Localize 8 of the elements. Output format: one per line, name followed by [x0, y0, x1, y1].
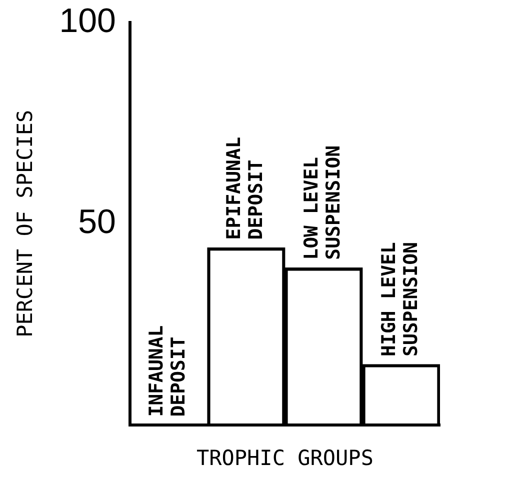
- x-tick-label: INFAUNAL DEPOSIT: [146, 325, 190, 417]
- y-tick-label: 100: [59, 2, 116, 40]
- x-axis-title: TROPHIC GROUPS: [196, 446, 374, 470]
- x-tick-label: EPIFAUNAL DEPOSIT: [223, 136, 268, 240]
- x-tick-label: HIGH LEVEL SUSPENSION: [378, 242, 422, 356]
- x-tick-label: LOW LEVEL SUSPENSION: [300, 145, 345, 260]
- y-tick-label: 50: [78, 202, 116, 241]
- y-axis-title: PERCENT OF SPECIES: [13, 110, 38, 338]
